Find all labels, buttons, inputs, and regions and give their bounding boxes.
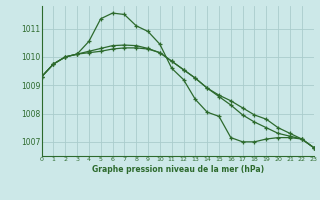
X-axis label: Graphe pression niveau de la mer (hPa): Graphe pression niveau de la mer (hPa) [92,165,264,174]
